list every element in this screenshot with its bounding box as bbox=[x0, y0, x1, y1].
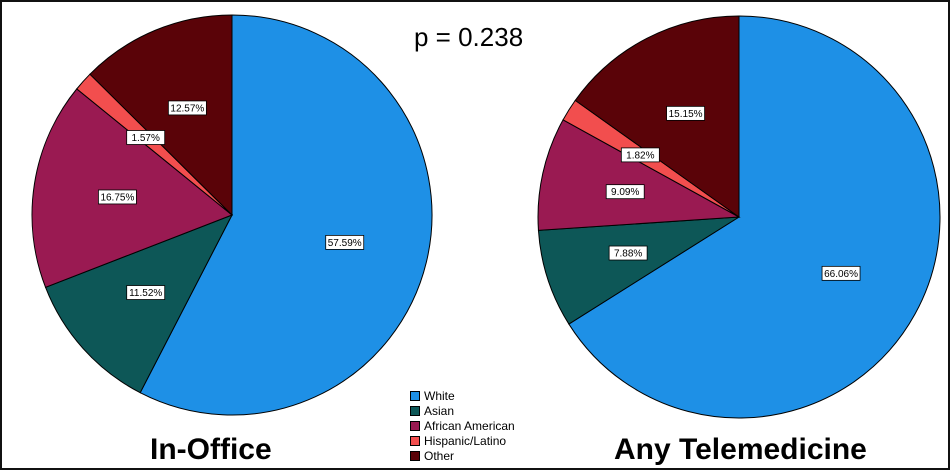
pie-slice-in-office-white bbox=[139, 14, 433, 416]
data-label-in-office-other: 12.57% bbox=[167, 100, 207, 116]
legend-swatch bbox=[410, 405, 420, 416]
pie-slice-in-office-african-american bbox=[31, 88, 233, 288]
chart-title-any-telemedicine: Any Telemedicine bbox=[614, 433, 867, 466]
data-label-any-telemedicine-hispanic-latino: 1.82% bbox=[620, 147, 660, 163]
legend-label: African American bbox=[424, 418, 515, 433]
legend-swatch bbox=[410, 435, 420, 446]
legend-item-asian: Asian bbox=[410, 403, 515, 418]
data-label-any-telemedicine-white: 66.06% bbox=[821, 265, 861, 281]
legend: White Asian African American Hispanic/La… bbox=[410, 388, 515, 463]
pie-slice-any-telemedicine-other bbox=[574, 15, 740, 218]
pie-slice-in-office-asian bbox=[44, 214, 234, 394]
legend-item-hispanic-latino: Hispanic/Latino bbox=[410, 433, 515, 448]
legend-swatch bbox=[410, 390, 420, 401]
pie-slice-any-telemedicine-african-american bbox=[537, 119, 741, 231]
legend-item-other: Other bbox=[410, 448, 515, 463]
legend-label: White bbox=[424, 388, 455, 403]
data-label-any-telemedicine-african-american: 9.09% bbox=[605, 184, 645, 200]
svg-text:7.88%: 7.88% bbox=[614, 249, 642, 260]
pie-slice-any-telemedicine-asian bbox=[537, 216, 740, 325]
data-label-in-office-asian: 11.52% bbox=[126, 285, 166, 300]
data-label-any-telemedicine-asian: 7.88% bbox=[608, 245, 648, 261]
pie-slice-any-telemedicine-white bbox=[568, 15, 941, 419]
legend-label: Other bbox=[424, 448, 455, 463]
data-label-in-office-hispanic-latino: 1.57% bbox=[126, 130, 166, 145]
svg-text:1.57%: 1.57% bbox=[132, 133, 160, 144]
svg-text:16.75%: 16.75% bbox=[100, 192, 134, 203]
svg-text:1.82%: 1.82% bbox=[626, 150, 654, 161]
p-value-text: p = 0.238 bbox=[414, 22, 524, 52]
svg-text:66.06%: 66.06% bbox=[824, 269, 858, 280]
legend-label: Hispanic/Latino bbox=[424, 433, 507, 448]
svg-text:57.59%: 57.59% bbox=[328, 238, 362, 249]
legend-label: Asian bbox=[424, 403, 455, 418]
legend-item-white: White bbox=[410, 388, 515, 403]
chart-title-in-office: In-Office bbox=[150, 433, 272, 466]
data-label-in-office-african-american: 16.75% bbox=[98, 189, 137, 205]
svg-text:11.52%: 11.52% bbox=[129, 288, 162, 299]
svg-text:15.15%: 15.15% bbox=[669, 109, 703, 120]
data-label-any-telemedicine-other: 15.15% bbox=[666, 105, 705, 121]
data-label-in-office-white: 57.59% bbox=[325, 234, 365, 250]
legend-swatch bbox=[410, 450, 420, 461]
legend-swatch bbox=[410, 420, 420, 431]
svg-text:12.57%: 12.57% bbox=[170, 103, 204, 114]
legend-item-african-american: African American bbox=[410, 418, 515, 433]
pie-slice-in-office-other bbox=[89, 14, 233, 217]
svg-text:9.09%: 9.09% bbox=[611, 187, 639, 198]
